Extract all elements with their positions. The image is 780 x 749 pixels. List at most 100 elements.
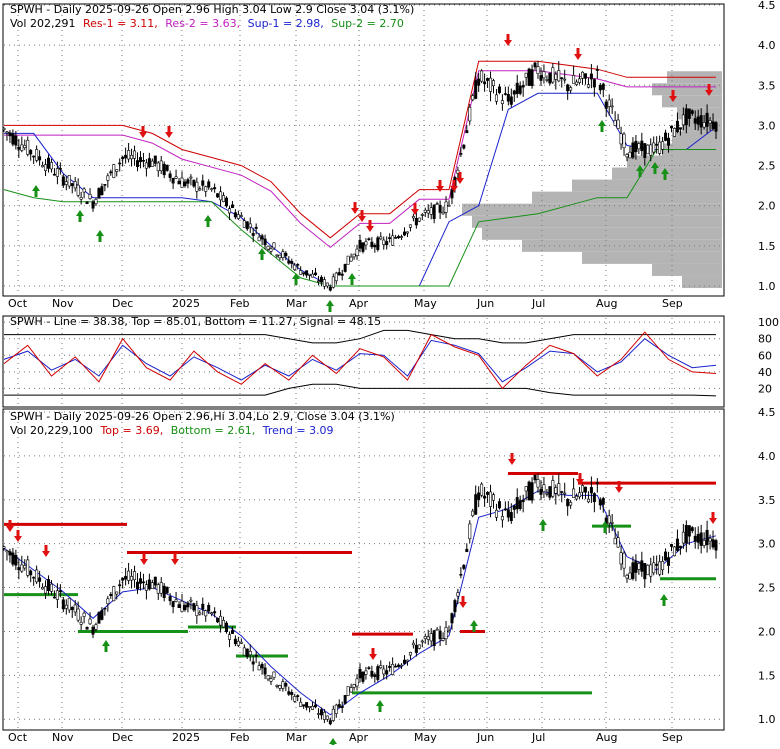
panel-1-sup2-label: Sup-2 = 2.70 <box>331 17 404 30</box>
candle-body <box>257 236 261 242</box>
candle-body <box>106 175 110 181</box>
candle-body <box>625 574 629 579</box>
candle-body <box>456 592 460 597</box>
up-arrow-9 <box>636 165 644 177</box>
candle-body <box>284 683 288 687</box>
candle-body <box>447 630 451 633</box>
panel-1-res2-label: Res-2 = 3.63, <box>165 17 240 30</box>
volume-profile-bar-12 <box>472 215 722 228</box>
candle-body <box>649 144 653 156</box>
candle-body <box>64 181 68 185</box>
candle-body <box>474 494 478 515</box>
candle-body <box>610 105 614 108</box>
candle-body <box>521 499 525 503</box>
panel-1-res1-label: Res-1 = 3.11, <box>83 17 158 30</box>
candle-body <box>319 709 323 716</box>
candle-body <box>290 692 294 695</box>
panel-3-lines <box>3 490 717 716</box>
candle-body <box>533 62 537 68</box>
x-tick-label-9: Jul <box>531 731 545 744</box>
candle-body <box>334 272 338 282</box>
candle-body <box>619 133 623 145</box>
candle-body <box>489 77 493 92</box>
x-tick-label-6: Apr <box>349 297 369 310</box>
candle-body <box>207 181 211 188</box>
candle-body <box>414 644 418 653</box>
candle-body <box>705 529 709 546</box>
candle-body <box>539 75 543 81</box>
candle-body <box>652 562 656 574</box>
candle-body <box>260 235 264 240</box>
candle-body <box>361 242 365 252</box>
candle-body <box>361 671 365 682</box>
candle-body <box>287 260 291 264</box>
candle-body <box>500 100 504 104</box>
candle-body <box>17 146 21 150</box>
p3-down-arrow-3 <box>140 553 148 565</box>
candle-body <box>382 239 386 245</box>
candle-body <box>622 552 626 569</box>
y-tick-label-7: 1.0 <box>758 280 776 293</box>
candle-body <box>302 272 306 275</box>
candle-body <box>38 156 42 161</box>
x-tick-label-0: Oct <box>8 731 28 744</box>
candle-body <box>331 708 335 721</box>
candle-body <box>346 686 350 696</box>
candle-body <box>601 498 605 505</box>
candle-body <box>364 670 368 675</box>
candle-body <box>684 108 688 126</box>
stoch-main-line <box>3 331 717 390</box>
panel-1-subtitle: Vol 202,291 Res-1 = 3.11, Res-2 = 3.63, … <box>10 17 404 30</box>
candle-body <box>352 684 356 688</box>
candle-body <box>708 120 712 124</box>
p3-down-arrow-7 <box>508 453 516 465</box>
candle-body <box>563 492 567 495</box>
x-tick-label-10: Aug <box>596 297 617 310</box>
candle-body <box>616 537 620 548</box>
y-tick-label-6: 1.5 <box>758 240 776 253</box>
candle-body <box>655 563 659 566</box>
candle-body <box>358 239 362 249</box>
candle-body <box>509 512 513 521</box>
candle-body <box>8 132 12 137</box>
up-arrow-4 <box>258 248 266 260</box>
candle-body <box>156 162 160 172</box>
p3-up-arrow-1 <box>329 738 337 749</box>
candle-body <box>141 160 145 162</box>
candle-body <box>343 263 347 272</box>
candle-body <box>242 220 246 228</box>
candle-body <box>634 560 638 573</box>
panel-1-title: SPWH - Daily 2025-09-26 Open 2.96 High 3… <box>10 3 414 16</box>
candle-body <box>420 214 424 216</box>
candle-body <box>444 627 448 640</box>
candle-body <box>67 174 71 187</box>
candle-body <box>569 501 573 506</box>
candle-body <box>432 204 436 220</box>
candle-body <box>494 94 498 102</box>
candle-body <box>183 605 187 611</box>
candle-body <box>575 495 579 500</box>
candle-body <box>497 501 501 509</box>
candle-body <box>222 195 226 202</box>
candle-body <box>664 132 668 141</box>
candle-body <box>29 149 33 155</box>
candle-body <box>130 576 134 581</box>
candle-body <box>640 140 644 152</box>
candle-body <box>566 498 570 507</box>
y-tick-label-2: 3.5 <box>758 79 776 92</box>
candle-body <box>459 573 463 576</box>
p2-y-tick-label-4: 20 <box>758 382 772 395</box>
candle-body <box>486 78 490 81</box>
candle-body <box>213 611 217 614</box>
candle-body <box>64 604 68 609</box>
candle-body <box>524 486 528 492</box>
candle-body <box>195 605 199 616</box>
candle-body <box>136 581 140 590</box>
candle-body <box>456 169 460 174</box>
candle-body <box>296 264 300 266</box>
candle-body <box>245 221 249 230</box>
y-tick-label-5: 2.0 <box>758 200 776 213</box>
candle-body <box>26 559 30 576</box>
p3-down-arrow-6 <box>459 596 467 608</box>
candle-body <box>14 554 18 566</box>
